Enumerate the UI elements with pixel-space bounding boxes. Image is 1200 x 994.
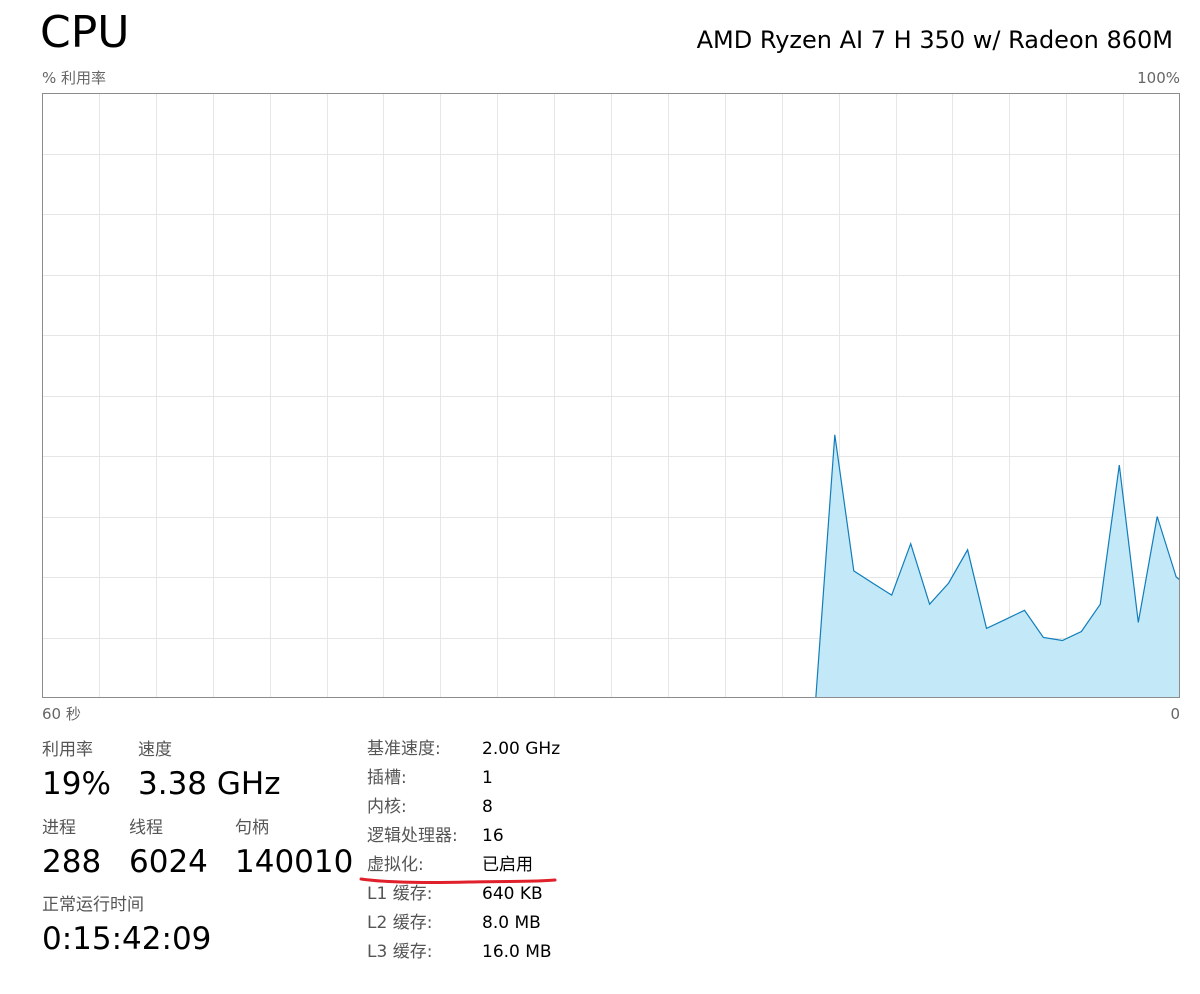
stat-processes-label: 进程 [42,818,76,838]
stat-handles: 句柄 140010 [235,818,353,882]
spec-row-l2-cache: L2 缓存: 8.0 MB [367,911,587,935]
stat-utilization: 利用率 19% [42,740,111,804]
stat-threads-value: 6024 [129,844,208,880]
spec-row-logical-processors: 逻辑处理器: 16 [367,824,587,848]
spec-row-virtualization: 虚拟化: 已启用 [367,853,587,877]
spec-key: 逻辑处理器: [367,826,458,846]
cpu-model-name: AMD Ryzen AI 7 H 350 w/ Radeon 860M [696,26,1173,54]
y-axis-label: % 利用率 [42,69,107,87]
stat-speed-value: 3.38 GHz [138,766,281,802]
x-axis-max-label: 0 [1170,705,1180,723]
x-axis-min-label: 60 秒 [42,705,81,723]
spec-value: 1 [482,768,493,788]
stat-speed: 速度 3.38 GHz [138,740,280,804]
spec-value: 8 [482,797,493,817]
spec-key: 虚拟化: [367,855,424,875]
stat-threads: 线程 6024 [129,818,208,882]
spec-key: L3 缓存: [367,942,433,962]
y-axis-max-label: 100% [1137,69,1180,87]
stat-utilization-value: 19% [42,766,111,802]
spec-row-base-speed: 基准速度: 2.00 GHz [367,737,587,761]
cpu-utilization-chart [42,93,1180,698]
page-title: CPU [40,7,130,58]
utilization-line [815,434,1180,698]
spec-value: 16.0 MB [482,942,552,962]
spec-value: 8.0 MB [482,913,541,933]
spec-key: 插槽: [367,768,407,788]
spec-key: 基准速度: [367,739,441,759]
stat-uptime-value: 0:15:42:09 [42,921,212,957]
spec-row-l1-cache: L1 缓存: 640 KB [367,882,587,906]
stat-uptime: 正常运行时间 0:15:42:09 [42,895,211,959]
stat-handles-value: 140010 [235,844,354,880]
stat-uptime-label: 正常运行时间 [42,895,144,915]
chart-grid [42,93,1180,698]
stat-processes-value: 288 [42,844,102,880]
utilization-area [815,434,1180,698]
spec-key: 内核: [367,797,407,817]
spec-value: 2.00 GHz [482,739,561,759]
red-underline-annotation [359,877,557,885]
spec-key: L1 缓存: [367,884,433,904]
spec-value: 16 [482,826,504,846]
stat-utilization-label: 利用率 [42,740,93,760]
stat-processes: 进程 288 [42,818,101,882]
spec-row-l3-cache: L3 缓存: 16.0 MB [367,940,587,964]
chart-border [42,93,1180,698]
spec-row-cores: 内核: 8 [367,795,587,819]
spec-key: L2 缓存: [367,913,433,933]
chart-svg [42,93,1180,698]
spec-row-sockets: 插槽: 1 [367,766,587,790]
stat-speed-label: 速度 [138,740,172,760]
stat-threads-label: 线程 [129,818,163,838]
spec-value: 640 KB [482,884,543,904]
spec-value: 已启用 [482,855,533,875]
stat-handles-label: 句柄 [235,818,269,838]
